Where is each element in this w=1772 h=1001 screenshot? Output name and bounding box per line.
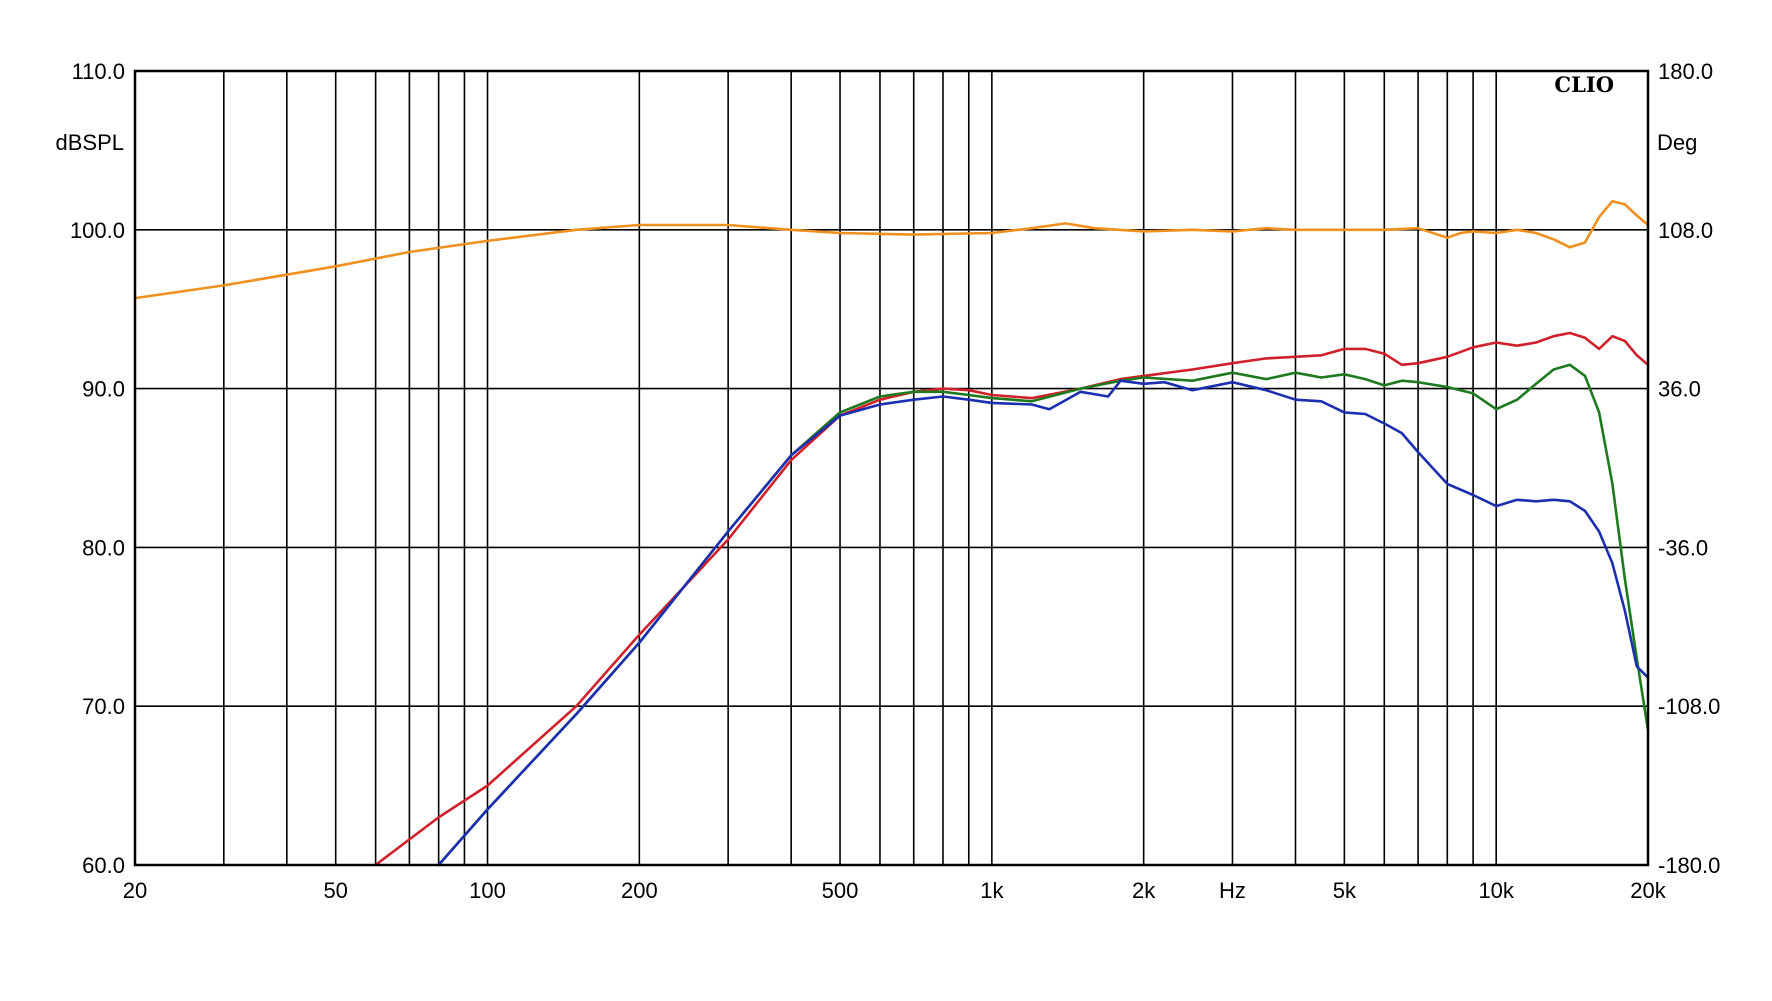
y-tick-label-right: -108.0 — [1658, 694, 1720, 719]
curves — [133, 199, 1650, 867]
x-tick-label: 100 — [469, 878, 506, 903]
grid — [135, 71, 1648, 865]
curve-series-3 — [437, 363, 1650, 867]
curve-series-1 — [133, 199, 1650, 300]
y-tick-label-left: 60.0 — [82, 853, 125, 878]
y-tick-label-left: 70.0 — [82, 694, 125, 719]
y-tick-label-left: 80.0 — [82, 535, 125, 560]
x-tick-label: 20k — [1630, 878, 1666, 903]
x-tick-label: 50 — [323, 878, 347, 903]
x-tick-label: 1k — [980, 878, 1004, 903]
y-axis-title-left: dBSPL — [56, 130, 125, 155]
y-tick-label-right: 36.0 — [1658, 377, 1701, 402]
x-tick-label: 5k — [1333, 878, 1357, 903]
y-tick-label-right: 108.0 — [1658, 218, 1713, 243]
x-tick-label: 2k — [1132, 878, 1156, 903]
x-tick-label: 200 — [621, 878, 658, 903]
clio-brand-label: CLIO — [1554, 72, 1614, 97]
x-tick-label: Hz — [1219, 878, 1246, 903]
y-tick-label-right: -180.0 — [1658, 853, 1720, 878]
y-tick-label-left: 100.0 — [70, 218, 125, 243]
x-tick-label: 20 — [123, 878, 147, 903]
axis-labels: 60.0 70.0 80.0 90.0 100.0 110.0 -180.0 -108.0 -3… — [70, 59, 1720, 903]
y-tick-label-left: 110.0 — [72, 59, 125, 84]
y-axis-title-right: Deg — [1657, 130, 1697, 155]
y-tick-label-right: 180.0 — [1658, 59, 1713, 84]
x-tick-label: 500 — [822, 878, 859, 903]
y-tick-label-left: 90.0 — [82, 377, 125, 402]
y-tick-label-right: -36.0 — [1658, 535, 1708, 560]
curve-series-2 — [374, 331, 1650, 867]
plot-frame — [133, 69, 1650, 867]
x-tick-label: 10k — [1478, 878, 1514, 903]
curve-series-4 — [437, 379, 1650, 867]
